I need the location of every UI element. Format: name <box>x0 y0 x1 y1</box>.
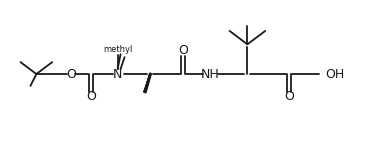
Text: O: O <box>284 90 294 103</box>
Text: methyl: methyl <box>103 45 132 54</box>
Text: OH: OH <box>326 67 345 81</box>
Text: O: O <box>86 90 96 103</box>
Text: N: N <box>113 67 122 81</box>
Text: O: O <box>66 67 76 81</box>
Text: NH: NH <box>201 67 219 81</box>
Text: O: O <box>178 44 188 57</box>
